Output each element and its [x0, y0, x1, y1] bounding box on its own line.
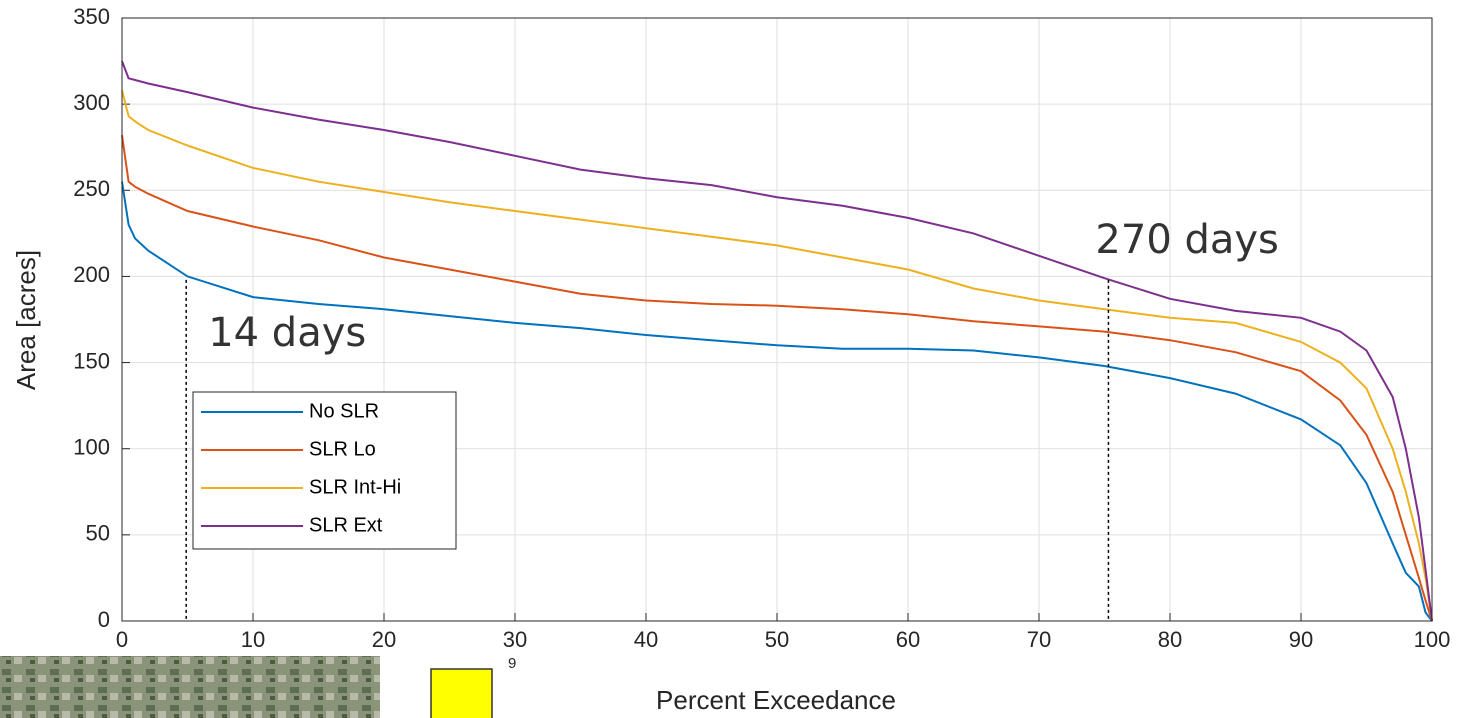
y-tick-label: 0 — [98, 607, 110, 632]
annotation: 14 days — [208, 310, 366, 356]
y-tick-label: 300 — [73, 90, 110, 115]
x-tick-label: 90 — [1289, 627, 1313, 652]
x-tick-label: 50 — [765, 627, 789, 652]
legend-label: No SLR — [309, 400, 379, 422]
x-tick-label: 10 — [241, 627, 265, 652]
x-tick-label: 70 — [1027, 627, 1051, 652]
x-tick-label: 40 — [634, 627, 658, 652]
x-tick-label: 30 — [503, 627, 527, 652]
x-tick-label: 60 — [896, 627, 920, 652]
x-tick-label: 100 — [1414, 627, 1451, 652]
x-tick-label: 80 — [1158, 627, 1182, 652]
x-tick-label: 0 — [116, 627, 128, 652]
legend-label: SLR Int-Hi — [309, 476, 401, 498]
legend-label: SLR Lo — [309, 438, 376, 460]
series-line — [121, 135, 1433, 622]
y-tick-label: 150 — [73, 348, 110, 373]
color-swatch — [430, 668, 493, 718]
y-axis-label: Area [acres] — [11, 250, 41, 390]
legend-label: SLR Ext — [309, 514, 383, 536]
series-line — [121, 90, 1433, 622]
y-tick-label: 50 — [86, 521, 110, 546]
x-axis-label: Percent Exceedance — [656, 685, 896, 715]
y-tick-label: 100 — [73, 435, 110, 460]
y-tick-label: 250 — [73, 176, 110, 201]
series-line — [121, 60, 1433, 622]
y-tick-label: 200 — [73, 262, 110, 287]
annotation: 270 days — [1095, 217, 1278, 263]
legend-box — [192, 391, 457, 550]
axes-box — [121, 17, 1433, 622]
y-tick-label: 350 — [73, 4, 110, 29]
x-tick-label: 20 — [372, 627, 396, 652]
aerial-image-fragment — [0, 656, 380, 718]
series-line — [121, 181, 1433, 622]
overlay-label: 9 — [508, 655, 516, 672]
